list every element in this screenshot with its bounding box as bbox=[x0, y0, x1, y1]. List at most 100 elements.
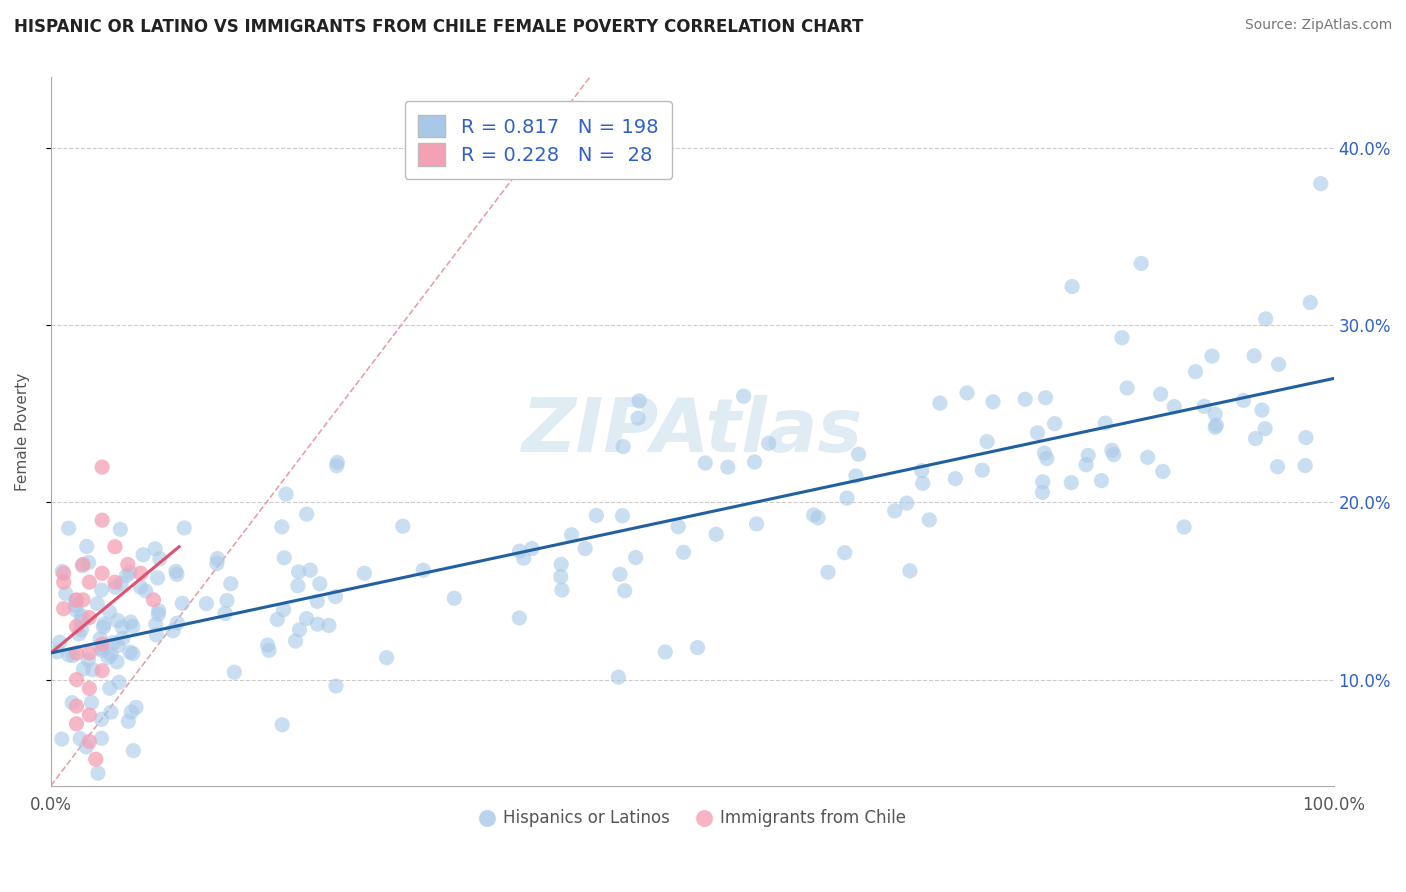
Point bbox=[609, 567, 631, 582]
Point bbox=[98, 605, 121, 619]
Point bbox=[55, 586, 77, 600]
Point bbox=[624, 550, 647, 565]
Point bbox=[77, 653, 100, 667]
Point bbox=[48, 635, 70, 649]
Point bbox=[215, 593, 238, 607]
Point bbox=[1299, 295, 1322, 310]
Point bbox=[105, 655, 128, 669]
Point bbox=[574, 541, 596, 556]
Point bbox=[817, 566, 839, 580]
Point bbox=[1204, 407, 1226, 421]
Point bbox=[1101, 443, 1123, 458]
Point bbox=[911, 464, 934, 478]
Point bbox=[1232, 393, 1254, 408]
Point bbox=[118, 645, 141, 659]
Point bbox=[121, 619, 143, 633]
Point bbox=[107, 639, 129, 653]
Point bbox=[149, 551, 172, 566]
Point bbox=[550, 570, 572, 584]
Point bbox=[91, 643, 114, 657]
Point bbox=[90, 712, 112, 726]
Point bbox=[1295, 431, 1317, 445]
Point bbox=[129, 566, 152, 581]
Point bbox=[1035, 391, 1057, 405]
Point bbox=[100, 648, 122, 662]
Point bbox=[834, 546, 856, 560]
Point bbox=[1251, 403, 1274, 417]
Point bbox=[62, 648, 84, 663]
Point bbox=[1014, 392, 1036, 407]
Point bbox=[145, 617, 167, 632]
Point bbox=[148, 607, 170, 622]
Point bbox=[166, 567, 188, 582]
Legend: Hispanics or Latinos, Immigrants from Chile: Hispanics or Latinos, Immigrants from Ch… bbox=[471, 803, 912, 834]
Point bbox=[273, 550, 295, 565]
Point bbox=[326, 455, 349, 469]
Point bbox=[101, 635, 124, 649]
Point bbox=[110, 576, 132, 591]
Point bbox=[224, 665, 246, 680]
Point bbox=[273, 603, 295, 617]
Point bbox=[943, 472, 966, 486]
Point bbox=[90, 582, 112, 597]
Point bbox=[883, 504, 905, 518]
Point bbox=[287, 565, 309, 579]
Point bbox=[91, 513, 114, 527]
Point bbox=[70, 623, 93, 637]
Point bbox=[58, 648, 80, 662]
Point bbox=[1111, 331, 1133, 345]
Point bbox=[1094, 416, 1116, 430]
Point bbox=[79, 681, 101, 696]
Point bbox=[1205, 418, 1227, 433]
Point bbox=[443, 591, 465, 606]
Point bbox=[550, 558, 572, 572]
Point bbox=[257, 643, 280, 657]
Point bbox=[72, 558, 94, 573]
Point bbox=[65, 716, 87, 731]
Point bbox=[166, 615, 188, 630]
Point bbox=[686, 640, 709, 655]
Point bbox=[104, 575, 127, 590]
Point bbox=[295, 507, 318, 521]
Point bbox=[172, 596, 194, 610]
Point bbox=[607, 670, 630, 684]
Point bbox=[848, 447, 870, 461]
Point bbox=[695, 456, 717, 470]
Point bbox=[391, 519, 413, 533]
Point bbox=[1267, 459, 1289, 474]
Point bbox=[65, 619, 87, 633]
Point bbox=[666, 519, 689, 533]
Point bbox=[1149, 387, 1171, 401]
Point bbox=[284, 634, 307, 648]
Point bbox=[120, 615, 142, 629]
Point bbox=[654, 645, 676, 659]
Point bbox=[1173, 520, 1195, 534]
Point bbox=[52, 566, 75, 581]
Point bbox=[146, 571, 169, 585]
Point bbox=[1033, 446, 1056, 460]
Point bbox=[628, 393, 651, 408]
Point bbox=[93, 620, 115, 634]
Point bbox=[1090, 474, 1112, 488]
Point bbox=[132, 548, 155, 562]
Point bbox=[318, 618, 340, 632]
Point bbox=[142, 592, 165, 607]
Point bbox=[120, 705, 142, 719]
Point bbox=[585, 508, 607, 523]
Point bbox=[612, 508, 634, 523]
Point bbox=[89, 641, 111, 656]
Point bbox=[508, 611, 530, 625]
Point bbox=[845, 469, 868, 483]
Point bbox=[98, 681, 121, 696]
Point bbox=[65, 673, 87, 687]
Point bbox=[1152, 465, 1174, 479]
Point bbox=[214, 607, 236, 621]
Point bbox=[91, 460, 114, 475]
Point bbox=[51, 565, 73, 579]
Point bbox=[58, 521, 80, 535]
Point bbox=[117, 558, 139, 572]
Point bbox=[148, 604, 170, 618]
Point bbox=[1043, 417, 1066, 431]
Point bbox=[956, 386, 979, 401]
Point bbox=[1192, 400, 1215, 414]
